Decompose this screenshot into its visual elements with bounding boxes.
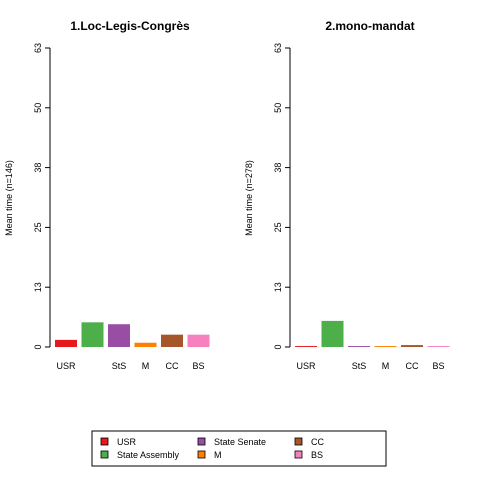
x-tick-label: M: [382, 361, 390, 371]
legend-swatch-m: [197, 450, 206, 459]
y-tick-label: 0: [273, 344, 283, 349]
x-tick-label: CC: [406, 361, 419, 371]
x-tick-label: BS: [192, 361, 204, 371]
chart-panel-2: 2.mono-mandat 0 13 25 38 50 63 Mean time (n=278…: [244, 19, 450, 371]
bar: [321, 320, 344, 347]
x-tick-label: BS: [432, 361, 444, 371]
bar: [81, 322, 104, 347]
bar: [295, 346, 317, 347]
legend-swatch-usr: [100, 437, 109, 446]
legend: USR State Assembly State Senate M CC BS: [91, 430, 387, 467]
chart-title: 2.mono-mandat: [325, 19, 414, 33]
legend-swatch-state-assembly: [100, 450, 109, 459]
legend-swatch-cc: [294, 437, 303, 446]
chart-panel-1: 1.Loc-Legis-Congrès 0 13 25 38 50 63 Mean time …: [4, 19, 210, 371]
y-tick-label: 13: [273, 282, 283, 292]
x-tick-label: USR: [296, 361, 316, 371]
bar: [134, 342, 157, 347]
y-tick-label: 25: [33, 222, 43, 232]
legend-label-cc: CC: [311, 437, 324, 447]
legend-swatch-bs: [294, 450, 303, 459]
legend-label-state-assembly: State Assembly: [117, 450, 180, 460]
bar: [187, 334, 210, 347]
y-tick-label: 38: [273, 163, 283, 173]
y-tick-label: 50: [273, 103, 283, 113]
x-tick-label: StS: [352, 361, 367, 371]
x-tick-label: CC: [166, 361, 179, 371]
legend-box: [91, 430, 387, 467]
y-axis-label: Mean time (n=146): [4, 160, 14, 236]
y-tick-label: 63: [273, 43, 283, 53]
y-tick-label: 13: [33, 282, 43, 292]
y-tick-label: 0: [33, 344, 43, 349]
legend-label-usr: USR: [117, 437, 137, 447]
x-tick-label: M: [142, 361, 150, 371]
legend-swatch-state-senate: [197, 437, 206, 446]
bar: [108, 324, 130, 347]
chart-title: 1.Loc-Legis-Congrès: [70, 19, 190, 33]
legend-label-m: M: [214, 450, 222, 460]
y-tick-label: 50: [33, 103, 43, 113]
legend-label-bs: BS: [311, 450, 323, 460]
bar: [161, 334, 183, 347]
legend-label-state-senate: State Senate: [214, 437, 266, 447]
x-tick-label: USR: [56, 361, 76, 371]
bar: [374, 346, 397, 347]
bar: [348, 346, 370, 347]
y-tick-label: 25: [273, 222, 283, 232]
x-tick-label: StS: [112, 361, 127, 371]
y-tick-label: 63: [33, 43, 43, 53]
bar: [401, 345, 423, 347]
bar: [55, 339, 77, 347]
y-tick-label: 38: [33, 163, 43, 173]
y-axis-label: Mean time (n=278): [244, 160, 254, 236]
bar: [427, 346, 450, 347]
